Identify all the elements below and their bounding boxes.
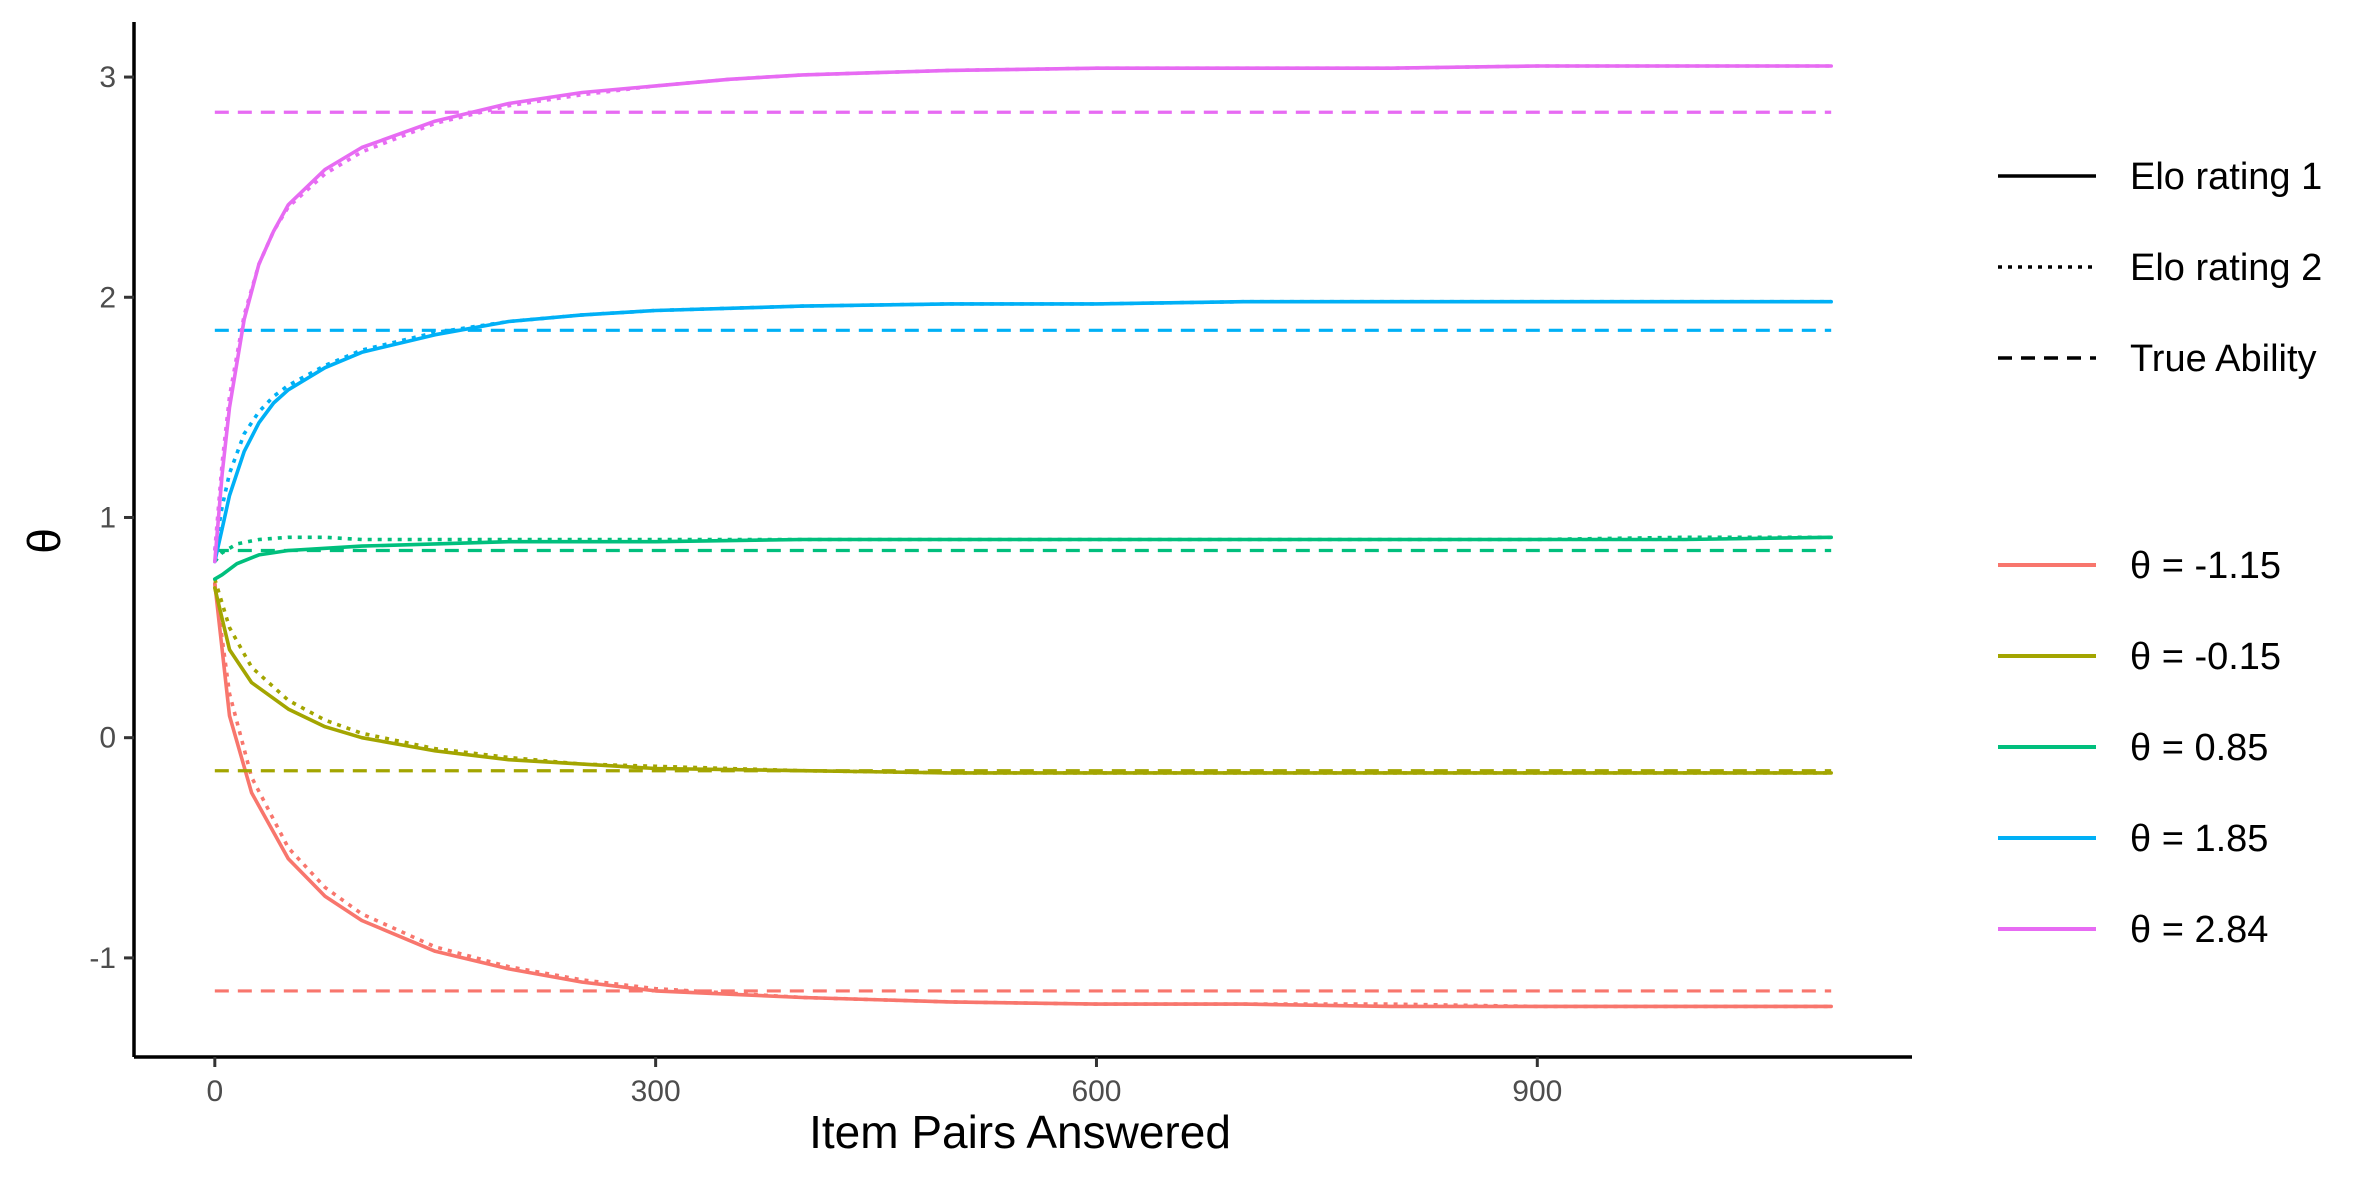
y-tick-label: -1: [89, 942, 116, 975]
series-group: [213, 581, 1833, 1009]
legend-label: θ = 0.85: [2130, 727, 2268, 769]
series-group: [213, 535, 1833, 581]
legend: Elo rating 1 Elo rating 2 True Ability θ = …: [1998, 156, 2322, 951]
x-tick-label: 0: [206, 1075, 223, 1108]
x-tick-label: 300: [631, 1075, 681, 1108]
y-tick-label: 3: [99, 61, 116, 94]
legend-label: True Ability: [2130, 338, 2317, 380]
series-group: [213, 578, 1833, 775]
x-tick-label: 600: [1071, 1075, 1121, 1108]
elo-rating-2-line: [213, 578, 1832, 775]
legend-label: θ = 1.85: [2130, 818, 2268, 860]
elo-rating-1-line: [213, 535, 1833, 581]
elo-rating-1-line: [213, 581, 1833, 1009]
elo-rating-2-line: [213, 583, 1832, 1009]
legend-label: θ = 2.84: [2130, 909, 2268, 951]
x-axis-title: Item Pairs Answered: [809, 1106, 1231, 1158]
elo-rating-1-line: [213, 299, 1833, 564]
series-group: [213, 64, 1833, 564]
legend-label: θ = -1.15: [2130, 545, 2281, 587]
elo-rating-2-line: [213, 64, 1832, 551]
x-tick-label: 900: [1512, 1075, 1562, 1108]
legend-label: θ = -0.15: [2130, 636, 2281, 678]
legend-label: Elo rating 2: [2130, 247, 2322, 289]
y-axis-title: θ: [18, 528, 70, 554]
elo-rating-2-line: [213, 299, 1832, 551]
y-tick-label: 1: [99, 501, 116, 534]
legend-label: Elo rating 1: [2130, 156, 2322, 198]
y-tick-label: 0: [99, 722, 116, 755]
y-tick-label: 2: [99, 281, 116, 314]
axes: 0 300 600 900 -1 0 1 2 3: [89, 22, 1912, 1108]
elo-rating-1-line: [213, 64, 1833, 564]
series-group: [213, 299, 1833, 564]
elo-rating-1-line: [213, 586, 1833, 775]
plot-area: [213, 64, 1833, 1009]
